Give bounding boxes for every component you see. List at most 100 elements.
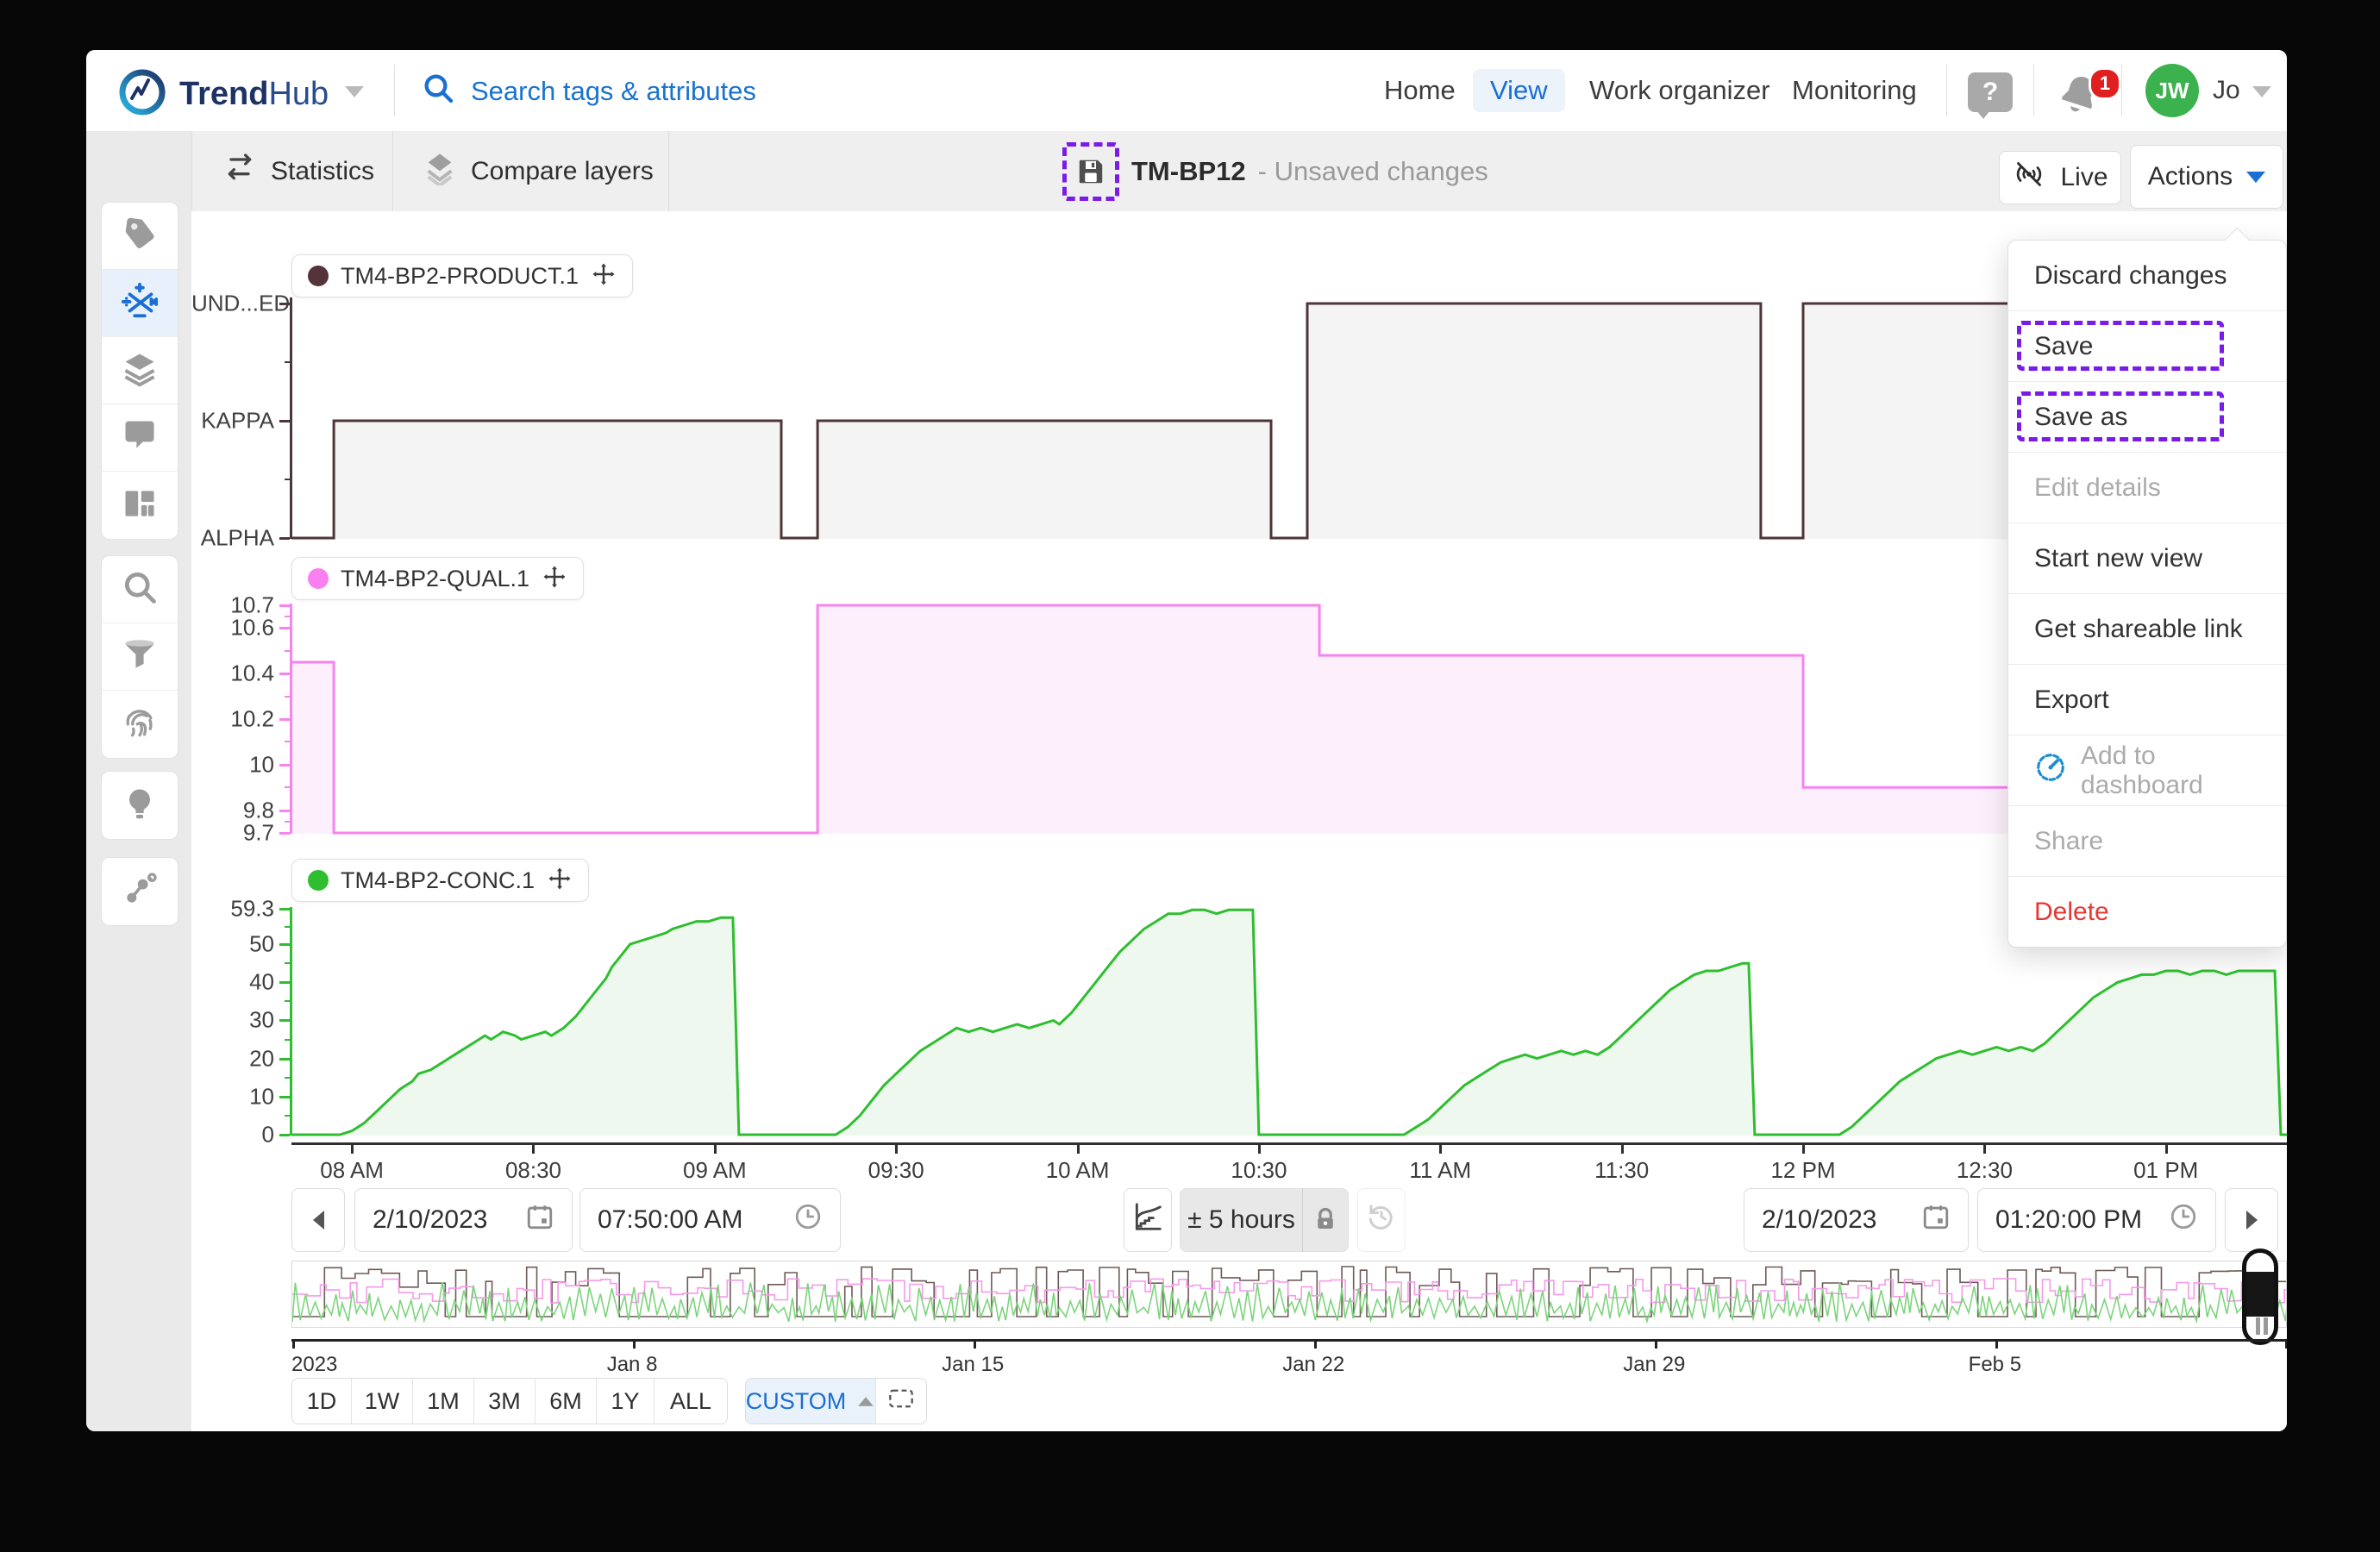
layers-icon (121, 349, 159, 391)
save-icon[interactable] (1062, 142, 1119, 201)
dashboard-grid-icon (121, 485, 159, 527)
brand-chevron-down-icon[interactable] (345, 86, 364, 97)
end-date-input[interactable]: 2/10/2023 (1744, 1188, 1969, 1252)
magnifier-icon (121, 568, 159, 610)
sidebar-recommendations-button[interactable] (102, 772, 178, 839)
zoom-3m-button[interactable]: 3M (474, 1379, 536, 1424)
timeline-tick (974, 1339, 976, 1349)
brand[interactable]: TrendHub (117, 67, 329, 122)
help-button[interactable]: ? (1968, 72, 2013, 112)
menu-item-delete[interactable]: Delete (2008, 877, 2286, 947)
zoom-all-button[interactable]: ALL (654, 1379, 727, 1424)
menu-item-save[interactable]: Save (2008, 311, 2286, 382)
sidebar-tags-button[interactable] (102, 203, 178, 270)
y-tick (279, 1096, 290, 1098)
compare-layers-button[interactable]: Compare layers (423, 131, 654, 211)
brand-trend: Trend (179, 76, 268, 112)
duration-control[interactable]: ± 5 hours (1180, 1188, 1349, 1252)
pan-right-button[interactable] (2225, 1188, 2278, 1252)
zoom-6m-button[interactable]: 6M (536, 1379, 597, 1424)
node-graph-icon (121, 871, 159, 913)
menu-item-export[interactable]: Export (2008, 665, 2286, 735)
sidebar-ml-button[interactable] (102, 858, 178, 925)
fit-selection-button[interactable] (876, 1379, 926, 1424)
user-name[interactable]: Jo (2213, 76, 2240, 105)
move-handle-icon[interactable] (542, 564, 567, 594)
clock-icon (2169, 1202, 2198, 1238)
menu-item-get-shareable-link[interactable]: Get shareable link (2008, 594, 2286, 665)
live-button[interactable]: Live (1999, 151, 2121, 204)
x-tick (2165, 1142, 2168, 1154)
y-tick (279, 1019, 290, 1022)
timeline-label: Jan 8 (607, 1353, 658, 1377)
search-input[interactable]: Search tags & attributes (421, 71, 756, 112)
save-as-highlight-box (2017, 391, 2224, 441)
x-tick-label: 09:30 (868, 1157, 924, 1184)
y-tick-label: 0 (191, 1122, 274, 1148)
chart-product[interactable] (291, 297, 2287, 541)
menu-item-start-new-view[interactable]: Start new view (2008, 523, 2286, 594)
start-date-input[interactable]: 2/10/2023 (354, 1188, 573, 1252)
menu-item-save-as[interactable]: Save as (2008, 382, 2286, 453)
custom-range-button[interactable]: CUSTOM (746, 1379, 876, 1424)
context-overview-strip[interactable] (291, 1261, 2287, 1328)
y-tick-label: 9.7 (191, 820, 274, 847)
divider (1946, 65, 1947, 116)
y-tick (279, 537, 290, 540)
menu-item-discard-changes[interactable]: Discard changes (2008, 241, 2286, 311)
series-legend-conc[interactable]: TM4-BP2-CONC.1 (291, 859, 589, 902)
view-toolbar: Statistics Compare layers TM-BP12 - Unsa… (191, 131, 2287, 212)
avatar[interactable]: JW (2145, 64, 2199, 117)
series-legend-qual[interactable]: TM4-BP2-QUAL.1 (291, 557, 584, 600)
actions-button[interactable]: Actions (2130, 145, 2283, 209)
start-time-input[interactable]: 07:50:00 AM (579, 1188, 841, 1252)
y-tick (279, 943, 290, 946)
sidebar-fingerprint-button[interactable] (102, 691, 178, 758)
clock-icon (793, 1202, 823, 1238)
user-chevron-down-icon[interactable] (2252, 86, 2271, 97)
end-time-input[interactable]: 01:20:00 PM (1977, 1188, 2216, 1252)
sidebar-search-button[interactable] (102, 556, 178, 623)
timeframe-slider-handle[interactable] (2242, 1248, 2278, 1345)
series-legend-product[interactable]: TM4-BP2-PRODUCT.1 (291, 254, 633, 297)
sidebar-dashboard-button[interactable] (102, 472, 178, 539)
y-tick (279, 981, 290, 984)
history-button[interactable] (1357, 1188, 1406, 1252)
divider (394, 65, 395, 116)
search-icon (421, 71, 455, 112)
chevron-up-icon (858, 1397, 874, 1405)
y-tick (279, 764, 290, 767)
calendar-icon (1921, 1202, 1951, 1238)
sidebar-comments-button[interactable] (102, 404, 178, 472)
chart-conc[interactable] (291, 907, 2287, 1137)
chart-qual[interactable] (291, 604, 2287, 835)
series-label: TM4-BP2-PRODUCT.1 (341, 263, 579, 290)
nav-monitoring[interactable]: Monitoring (1792, 69, 1917, 112)
timeline-label: Jan 15 (942, 1353, 1004, 1377)
y-tick-label: UND...ED (191, 291, 274, 317)
move-handle-icon[interactable] (591, 261, 617, 291)
y-minor-tick (285, 696, 290, 698)
zoom-1m-button[interactable]: 1M (413, 1379, 474, 1424)
nav-view[interactable]: View (1473, 69, 1565, 112)
zoom-1d-button[interactable]: 1D (292, 1379, 352, 1424)
nav-work-organizer[interactable]: Work organizer (1589, 69, 1770, 112)
fit-frame-icon (888, 1388, 914, 1415)
chart-type-button[interactable] (1124, 1188, 1172, 1252)
series-label: TM4-BP2-QUAL.1 (341, 566, 529, 592)
x-tick-label: 11 AM (1409, 1157, 1471, 1184)
move-handle-icon[interactable] (547, 866, 573, 896)
divider (2121, 65, 2122, 116)
zoom-1y-button[interactable]: 1Y (597, 1379, 654, 1424)
history-icon (1366, 1201, 1397, 1239)
sidebar-calculations-button[interactable] (102, 270, 178, 337)
pan-left-button[interactable] (291, 1188, 345, 1252)
lock-icon[interactable] (1303, 1207, 1348, 1233)
sidebar-filter-button[interactable] (102, 623, 178, 691)
statistics-button[interactable]: Statistics (222, 131, 374, 211)
sidebar-layers-button[interactable] (102, 337, 178, 404)
nav-home[interactable]: Home (1384, 69, 1456, 112)
zoom-1w-button[interactable]: 1W (352, 1379, 413, 1424)
math-operators-icon (120, 281, 160, 325)
menu-item-edit-details: Edit details (2008, 453, 2286, 523)
